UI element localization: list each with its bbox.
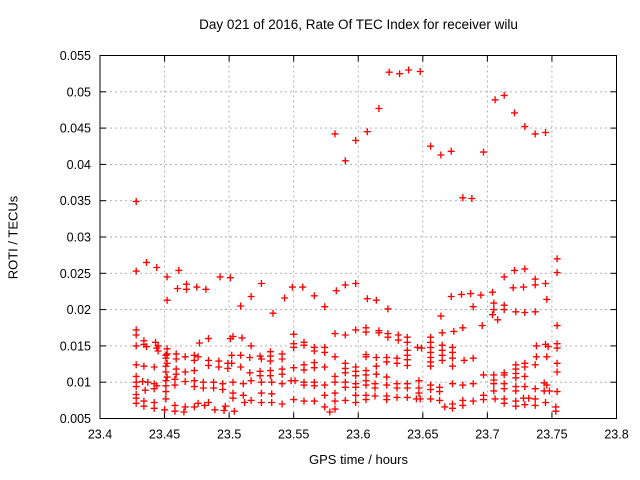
x-tick-label: 23.75 <box>536 428 567 442</box>
x-tick-label: 23.55 <box>278 428 309 442</box>
x-tick-label: 23.6 <box>346 428 370 442</box>
x-tick-label: 23.45 <box>149 428 180 442</box>
y-tick-label: 0.01 <box>67 376 91 390</box>
data-points <box>132 66 561 416</box>
x-tick-label: 23.65 <box>407 428 438 442</box>
y-tick-label: 0.04 <box>67 158 91 172</box>
x-tick-label: 23.8 <box>604 428 628 442</box>
y-tick-label: 0.035 <box>60 194 91 208</box>
y-tick-label: 0.055 <box>60 49 91 63</box>
y-tick-label: 0.02 <box>67 303 91 317</box>
chart-title: Day 021 of 2016, Rate Of TEC Index for r… <box>199 17 518 32</box>
y-tick-label: 0.005 <box>60 412 91 426</box>
y-tick-label: 0.015 <box>60 339 91 353</box>
x-tick-label: 23.7 <box>475 428 499 442</box>
x-tick-label: 23.4 <box>88 428 112 442</box>
y-tick-label: 0.025 <box>60 267 91 281</box>
y-tick-label: 0.03 <box>67 231 91 245</box>
y-tick-label: 0.05 <box>67 85 91 99</box>
y-axis-label: ROTI / TECUs <box>5 195 21 280</box>
x-axis-label: GPS time / hours <box>309 452 408 467</box>
y-tick-label: 0.045 <box>60 122 91 136</box>
x-tick-label: 23.5 <box>217 428 241 442</box>
